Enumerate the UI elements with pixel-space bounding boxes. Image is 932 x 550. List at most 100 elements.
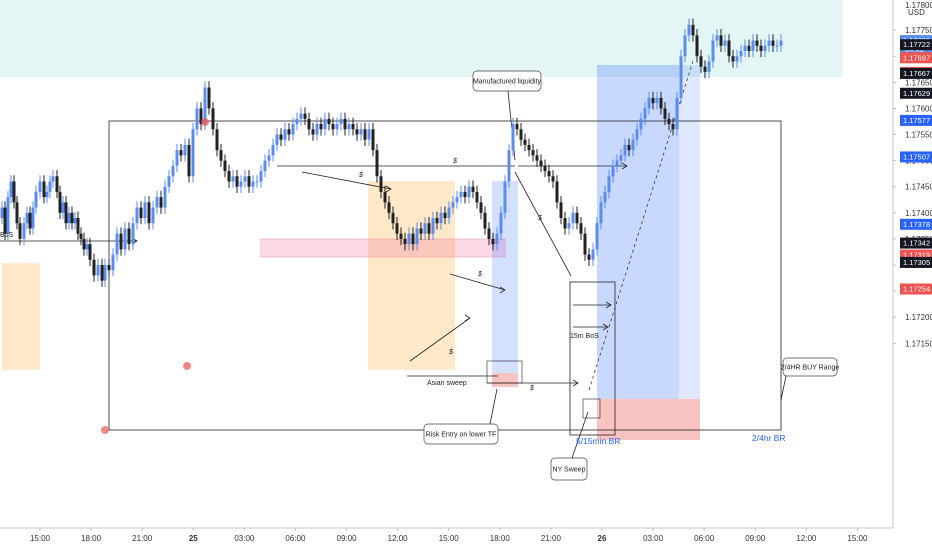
candle-body xyxy=(139,207,143,219)
x-tick-label: 09:00 xyxy=(337,534,358,543)
candle-body xyxy=(747,45,751,51)
candle-body xyxy=(58,191,62,213)
ny-sweep-label: NY Sweep xyxy=(553,467,586,474)
candle-body xyxy=(455,197,459,203)
candle-body xyxy=(387,202,391,213)
y-tick-label: 1.17200 xyxy=(905,313,932,322)
candle-body xyxy=(383,191,387,203)
candle-body xyxy=(247,176,251,187)
swing-high-marker xyxy=(201,118,209,126)
candle-body xyxy=(431,218,435,234)
buy-range-label: 2/4HR BUY Range xyxy=(781,365,840,372)
candle-body xyxy=(183,144,187,156)
callout-line xyxy=(489,388,498,425)
arrowhead xyxy=(499,286,506,294)
candle-body xyxy=(335,124,339,130)
candle-body xyxy=(663,108,667,119)
candle-body xyxy=(155,197,159,208)
candle-body xyxy=(427,223,431,234)
candle-body xyxy=(207,87,211,109)
candle-body xyxy=(675,97,679,130)
candle-body xyxy=(48,181,52,192)
candle-body xyxy=(311,129,315,135)
candle-body xyxy=(507,150,511,182)
candle-body xyxy=(523,139,527,145)
candle-body xyxy=(0,207,4,219)
candle-body xyxy=(771,40,775,46)
callout-line xyxy=(780,375,787,401)
candle-body xyxy=(759,45,763,51)
candle-body xyxy=(347,124,351,130)
candle-body xyxy=(595,223,599,250)
candle-body xyxy=(611,165,615,177)
candle-body xyxy=(651,97,655,104)
price-tag xyxy=(900,87,932,99)
candle-body xyxy=(695,35,699,57)
price-axis[interactable]: 1.17800USD1.177501.177001.176501.176001.… xyxy=(892,0,932,550)
candle-body xyxy=(22,223,26,239)
time-axis[interactable]: 15:00 18:00 21:00 25 03:00 06:00 09:00 12:00 15:… xyxy=(0,527,893,550)
candle-body xyxy=(267,155,271,161)
candle-body xyxy=(391,212,395,224)
arrowhead xyxy=(464,314,471,322)
candle-body xyxy=(25,212,29,224)
candle-body xyxy=(439,212,443,224)
candle-body xyxy=(667,118,671,125)
candle-body xyxy=(251,181,255,187)
candle-body xyxy=(519,129,523,140)
candle-body xyxy=(691,24,695,36)
price-tag-label: 1.17507 xyxy=(903,152,930,161)
candle-body xyxy=(283,129,287,140)
candle-body xyxy=(767,40,771,46)
candle-body xyxy=(591,249,595,260)
price-tag xyxy=(900,39,932,51)
candle-body xyxy=(707,61,711,72)
candle-body xyxy=(623,144,627,156)
candle-body xyxy=(635,129,639,140)
candle-body xyxy=(291,124,295,135)
y-tick-label: 1.17550 xyxy=(905,131,932,140)
candles-layer xyxy=(0,18,783,434)
candle-body xyxy=(135,207,139,224)
drawings-layer xyxy=(0,57,787,459)
candle-body xyxy=(92,259,96,276)
candle-body xyxy=(399,233,403,239)
price-tag-label: 1.17319 xyxy=(903,251,930,260)
x-tick-label: 06:00 xyxy=(694,534,715,543)
candle-body xyxy=(687,24,691,36)
candle-body xyxy=(751,40,755,51)
candle-body xyxy=(179,150,183,156)
drop-line xyxy=(514,171,572,277)
price-tag-label: 1.17254 xyxy=(903,285,930,294)
candle-body xyxy=(3,207,7,234)
dollar-sign: $ xyxy=(537,215,542,222)
candle-body xyxy=(9,181,13,198)
dollar-sign: $ xyxy=(477,271,482,278)
price-tag xyxy=(900,256,932,268)
candle-body xyxy=(28,212,32,229)
candle-body xyxy=(111,254,115,271)
candle-body xyxy=(739,50,743,57)
candle-body xyxy=(735,56,739,62)
candle-body xyxy=(123,228,127,250)
candle-body xyxy=(96,265,100,276)
time-axis-bg xyxy=(0,528,893,550)
x-tick-label: 26 xyxy=(598,534,607,543)
buy-zone-outer xyxy=(679,65,700,399)
candle-body xyxy=(159,197,163,208)
candle-body xyxy=(107,265,111,271)
candle-body xyxy=(103,265,107,281)
x-tick-label: 15:00 xyxy=(30,534,51,543)
dollar-sign: $ xyxy=(529,385,534,392)
price-tag xyxy=(900,52,932,64)
candle-body xyxy=(395,223,399,234)
candle-body xyxy=(219,150,223,161)
candle-body xyxy=(143,202,147,219)
candle-body xyxy=(119,233,123,250)
candle-body xyxy=(723,40,727,46)
candle-body xyxy=(303,113,307,119)
candle-body xyxy=(131,223,135,245)
candle-body xyxy=(403,238,407,245)
candle-body xyxy=(259,171,263,182)
